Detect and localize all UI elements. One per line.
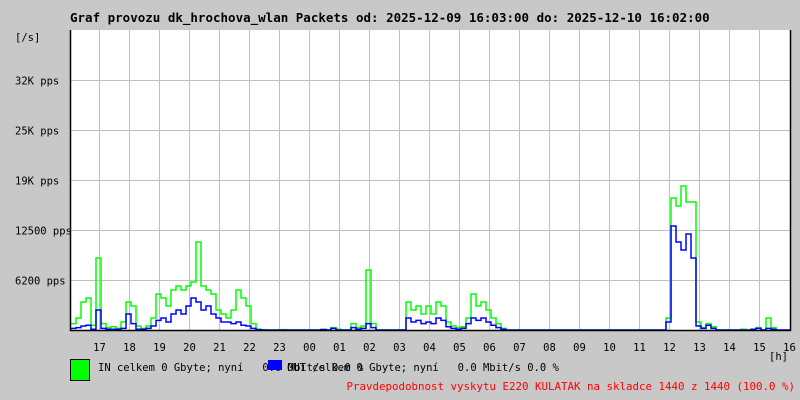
legend-out-text: OUT celkem 0 Gbyte; nyní 0.0 Mbit/s 0.0 … (287, 362, 560, 374)
x-tick-label: 19 (153, 342, 166, 354)
x-tick-label: 20 (183, 342, 196, 354)
x-axis-unit: [h] (769, 351, 788, 363)
x-tick-label: 00 (303, 342, 316, 354)
x-tick-label: 02 (363, 342, 376, 354)
x-tick-label: 15 (753, 342, 766, 354)
x-tick-label: 14 (723, 342, 736, 354)
x-tick-label: 18 (123, 342, 136, 354)
x-tick-label: 07 (513, 342, 526, 354)
y-tick-label: 25K pps (15, 126, 59, 138)
x-tick-label: 09 (573, 342, 586, 354)
y-tick-label: 19K pps (15, 176, 59, 188)
x-tick-label: 21 (213, 342, 226, 354)
x-tick-label: 04 (423, 342, 436, 354)
x-tick-label: 22 (243, 342, 256, 354)
series-line-out (71, 225, 791, 331)
x-tick-label: 10 (603, 342, 616, 354)
x-tick-label: 12 (663, 342, 676, 354)
x-tick-label: 06 (483, 342, 496, 354)
x-tick-label: 13 (693, 342, 706, 354)
y-ticks: 6200 pps 12500 pps 19K pps 25K pps 32K pps (15, 76, 72, 288)
legend-in-text: IN celkem 0 Gbyte; nyní 0.0 Mbit/s 0.0 % (98, 362, 364, 374)
x-tick-label: 11 (633, 342, 646, 354)
x-tick-label: 17 (93, 342, 106, 354)
legend-in-swatch (70, 359, 90, 381)
legend-out-swatch (268, 360, 282, 370)
y-tick-label: 6200 pps (15, 276, 66, 288)
x-tick-label: 03 (393, 342, 406, 354)
x-tick-label: 23 (273, 342, 286, 354)
x-tick-label: 01 (333, 342, 346, 354)
x-ticks: 17 18 19 20 21 22 23 00 01 02 03 04 05 06 07 08 09 10 11 12… (93, 342, 796, 354)
chart-title: Graf provozu dk_hrochova_wlan Packets od… (70, 10, 710, 26)
x-tick-label: 16 (783, 342, 796, 354)
footer-note: Pravdepodobnost vyskytu E220 KULATAK na … (346, 380, 795, 393)
x-tick-label: 08 (543, 342, 556, 354)
y-tick-label: 12500 pps (15, 226, 72, 238)
grid (70, 30, 790, 330)
x-tick-label: 05 (453, 342, 466, 354)
y-tick-label: 32K pps (15, 76, 59, 88)
y-axis-unit: [/s] (15, 32, 40, 44)
